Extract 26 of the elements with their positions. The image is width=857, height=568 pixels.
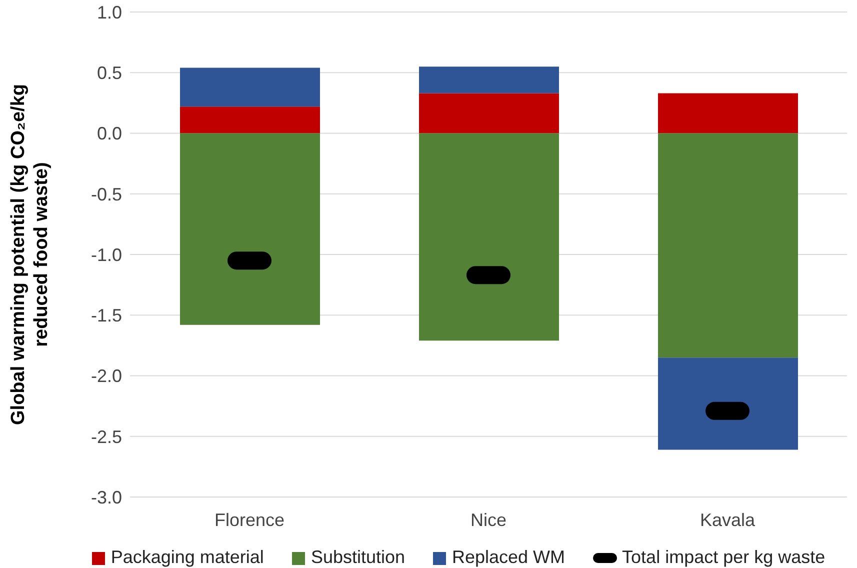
y-tick-label: 1.0 [96, 2, 122, 22]
y-tick-label: -2.0 [90, 366, 122, 386]
y-tick-label: -3.0 [90, 487, 122, 508]
bar [180, 68, 320, 107]
y-tick-label: -0.5 [90, 184, 122, 204]
bar [658, 93, 798, 134]
y-axis-title: Global warming potential (kg CO₂e/kg reduced food waste) [8, 84, 52, 425]
legend-label: Replaced WM [451, 547, 566, 568]
x-tick-label: Florence [214, 510, 285, 530]
y-tick-label: -1.5 [90, 306, 122, 326]
y-tick-label: -2.5 [90, 426, 122, 447]
x-tick-label: Nice [470, 510, 507, 530]
bar [180, 133, 320, 325]
bar [419, 133, 559, 341]
y-tick-label: 0.5 [96, 63, 122, 84]
bar [180, 106, 320, 134]
legend-label: Packaging material [110, 547, 264, 568]
x-tick-label: Kavala [700, 510, 756, 530]
y-tick-label: 0.0 [96, 124, 122, 144]
bar [419, 66, 559, 94]
bar [658, 358, 798, 450]
bar [419, 93, 559, 134]
legend-label: Total impact per kg waste [621, 547, 826, 568]
y-tick-label: -1.0 [90, 244, 122, 265]
bar [658, 133, 798, 358]
legend-label: Substitution [310, 547, 405, 568]
